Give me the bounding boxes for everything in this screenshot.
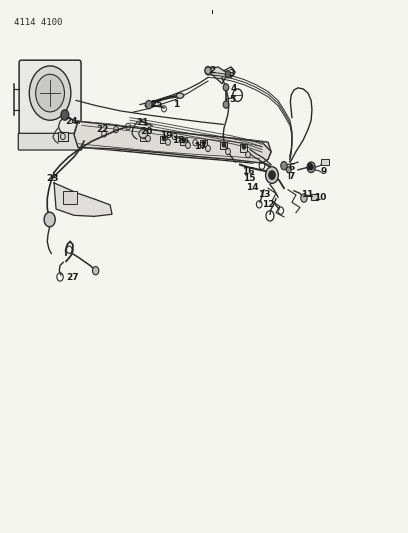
Text: 4: 4 xyxy=(231,84,237,93)
Circle shape xyxy=(206,146,211,151)
Text: 13: 13 xyxy=(258,190,270,199)
Circle shape xyxy=(225,71,231,78)
Circle shape xyxy=(187,144,189,147)
Ellipse shape xyxy=(139,130,148,138)
Text: 15: 15 xyxy=(242,174,255,183)
Circle shape xyxy=(301,194,307,202)
Bar xyxy=(311,194,318,200)
Circle shape xyxy=(182,139,186,143)
Circle shape xyxy=(167,141,169,144)
Circle shape xyxy=(44,212,55,227)
Text: 12: 12 xyxy=(262,200,274,209)
Text: 4114 4100: 4114 4100 xyxy=(14,19,62,27)
Text: 19: 19 xyxy=(160,132,172,140)
Circle shape xyxy=(227,150,229,153)
Bar xyxy=(240,144,247,151)
Circle shape xyxy=(266,167,278,183)
Circle shape xyxy=(307,162,315,173)
Ellipse shape xyxy=(176,93,184,98)
Text: 23: 23 xyxy=(46,174,58,183)
Text: 20: 20 xyxy=(140,127,152,136)
Bar xyxy=(321,159,329,165)
FancyBboxPatch shape xyxy=(19,60,81,139)
Text: 25: 25 xyxy=(150,100,162,109)
Circle shape xyxy=(206,69,210,72)
Text: 5: 5 xyxy=(229,95,235,104)
Circle shape xyxy=(242,145,246,149)
Circle shape xyxy=(162,136,166,141)
Polygon shape xyxy=(54,183,112,216)
Bar xyxy=(200,140,207,148)
Circle shape xyxy=(146,135,151,142)
Polygon shape xyxy=(74,122,271,163)
Circle shape xyxy=(247,153,249,156)
Polygon shape xyxy=(206,67,228,84)
Text: 2: 2 xyxy=(209,66,215,75)
Circle shape xyxy=(61,110,69,120)
Text: 14: 14 xyxy=(246,183,259,191)
Text: 7: 7 xyxy=(288,172,294,181)
Bar xyxy=(180,138,187,146)
Circle shape xyxy=(29,66,71,120)
Circle shape xyxy=(286,167,291,173)
Bar xyxy=(160,136,167,143)
Circle shape xyxy=(205,67,211,75)
Circle shape xyxy=(226,149,231,155)
Text: 6: 6 xyxy=(289,163,295,172)
Circle shape xyxy=(246,151,251,158)
Circle shape xyxy=(223,84,229,91)
Text: 21: 21 xyxy=(136,118,148,127)
Circle shape xyxy=(35,74,64,112)
Circle shape xyxy=(269,171,275,179)
Text: 17: 17 xyxy=(194,142,206,151)
Text: 18: 18 xyxy=(172,135,184,144)
Circle shape xyxy=(142,134,146,139)
FancyBboxPatch shape xyxy=(18,133,82,150)
Text: 24: 24 xyxy=(65,117,78,126)
Text: 3: 3 xyxy=(229,69,235,78)
Circle shape xyxy=(223,101,229,108)
Text: 9: 9 xyxy=(321,167,327,176)
Bar xyxy=(58,132,68,141)
Text: 11: 11 xyxy=(301,190,313,199)
Text: 22: 22 xyxy=(96,125,108,134)
Text: 1: 1 xyxy=(173,100,179,109)
Text: 16: 16 xyxy=(242,167,254,176)
Text: 27: 27 xyxy=(67,273,79,282)
Polygon shape xyxy=(74,122,271,163)
Circle shape xyxy=(146,100,152,109)
Text: 8: 8 xyxy=(307,163,313,172)
Circle shape xyxy=(222,143,226,147)
Circle shape xyxy=(309,165,313,170)
Circle shape xyxy=(166,139,171,146)
Text: 10: 10 xyxy=(314,193,326,202)
Circle shape xyxy=(186,142,191,149)
Circle shape xyxy=(202,141,206,145)
Circle shape xyxy=(147,137,149,140)
Circle shape xyxy=(281,161,287,170)
Circle shape xyxy=(93,266,99,275)
Bar xyxy=(63,191,77,204)
Bar xyxy=(220,142,227,149)
Bar xyxy=(140,134,147,141)
Circle shape xyxy=(207,147,209,150)
